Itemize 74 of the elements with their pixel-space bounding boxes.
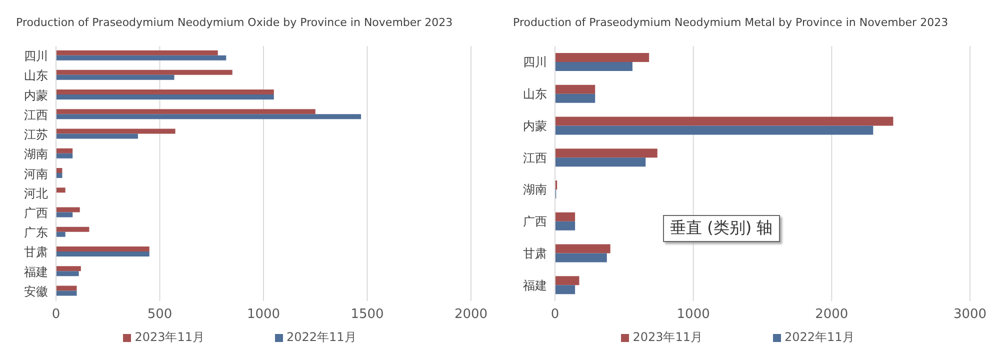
y-tick-label: 内蒙 (24, 88, 48, 102)
bar (555, 53, 650, 62)
bar (555, 244, 610, 254)
y-tick-label: 四川 (24, 49, 48, 64)
bar (555, 221, 576, 230)
bar (56, 290, 77, 296)
x-tick-label: 500 (147, 307, 172, 322)
bar (56, 90, 274, 95)
bar (555, 116, 894, 126)
bar (56, 188, 66, 193)
bar (555, 84, 596, 94)
y-tick-label: 河北 (24, 186, 48, 200)
bar (555, 62, 632, 72)
bar (56, 55, 226, 60)
x-tick-label: 2000 (815, 307, 848, 322)
x-tick-label: 0 (550, 307, 560, 322)
bar (56, 94, 274, 100)
y-tick-label: 湖南 (523, 182, 547, 197)
y-tick-label: 河南 (24, 166, 48, 181)
bar (555, 212, 576, 222)
x-tick-label: 1000 (246, 307, 280, 322)
bar (56, 114, 362, 120)
bar (555, 94, 596, 103)
bar (555, 126, 874, 135)
y-tick-label: 广西 (24, 206, 48, 220)
bar (56, 251, 150, 256)
annotation: 垂直 (类别) 轴 (663, 215, 780, 242)
bar (56, 153, 73, 158)
y-tick-label: 广东 (24, 226, 48, 240)
bar (56, 232, 66, 237)
y-tick-label: 湖南 (24, 147, 48, 162)
bar (555, 148, 658, 158)
bar (56, 74, 174, 80)
y-tick-label: 甘肃 (24, 245, 48, 260)
bar (56, 148, 73, 154)
y-tick-label: 四川 (523, 55, 547, 70)
bar (56, 286, 77, 291)
y-tick-label: 江苏 (24, 128, 48, 142)
bar (555, 276, 580, 286)
bar (56, 50, 218, 56)
y-tick-label: 山东 (24, 68, 48, 83)
x-tick-label: 2000 (454, 307, 488, 322)
y-tick-label: 山东 (523, 87, 547, 102)
bar (56, 226, 90, 232)
y-tick-label: 江西 (24, 108, 48, 122)
bar (56, 109, 316, 114)
bar (56, 271, 79, 276)
y-tick-label: 广西 (523, 214, 547, 229)
bar (555, 285, 576, 294)
x-tick-label: 1000 (676, 307, 710, 322)
bar (56, 207, 80, 212)
bar (56, 128, 176, 134)
y-tick-label: 福建 (24, 264, 48, 279)
bar (56, 70, 232, 75)
bar (555, 158, 646, 167)
bar (56, 212, 73, 218)
y-tick-label: 甘肃 (523, 246, 547, 260)
legend-label: 2022年11月 (286, 329, 356, 346)
x-tick-label: 1500 (350, 307, 384, 322)
bar (56, 134, 138, 139)
legend-label: 2023年11月 (134, 329, 204, 346)
bar (555, 253, 607, 262)
y-tick-label: 内蒙 (523, 118, 547, 133)
bar (56, 266, 81, 272)
x-tick-label: 0 (52, 307, 60, 322)
chart-title: Production of Praseodymium Neodymium Oxide by Province in November 2023 (16, 16, 453, 29)
y-tick-label: 安徽 (24, 284, 48, 298)
y-tick-label: 江西 (523, 150, 547, 165)
x-tick-label: 3000 (953, 307, 987, 322)
chart-title: Production of Praseodymium Neodymium Metal by Province in November 2023 (513, 16, 948, 29)
legend-label: 2022年11月 (784, 329, 854, 346)
bar (56, 246, 150, 252)
legend-label: 2023年11月 (632, 329, 702, 346)
y-tick-label: 福建 (523, 278, 547, 292)
